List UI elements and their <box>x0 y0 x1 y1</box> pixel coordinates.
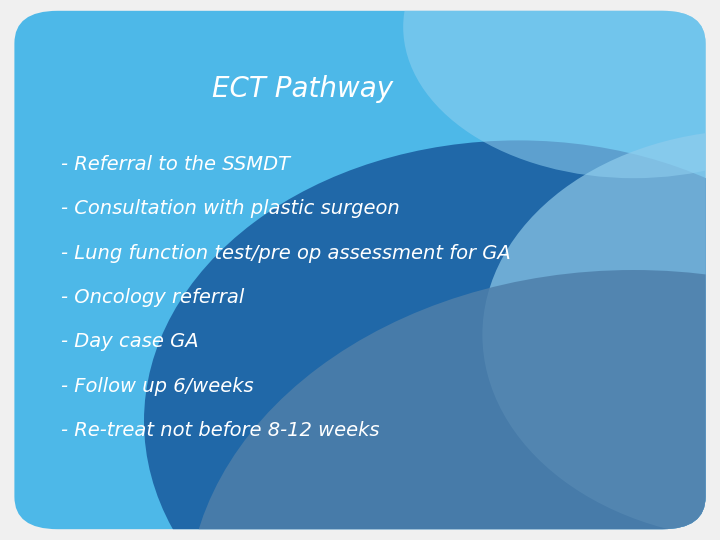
Text: - Consultation with plastic surgeon: - Consultation with plastic surgeon <box>61 199 400 219</box>
Text: - Re-treat not before 8-12 weeks: - Re-treat not before 8-12 weeks <box>61 421 379 440</box>
Text: - Oncology referral: - Oncology referral <box>61 288 245 307</box>
Text: - Referral to the SSMDT: - Referral to the SSMDT <box>61 155 290 174</box>
Ellipse shape <box>403 0 720 178</box>
Text: ECT Pathway: ECT Pathway <box>212 75 393 103</box>
FancyBboxPatch shape <box>14 11 706 529</box>
Circle shape <box>482 130 720 540</box>
Text: - Follow up 6/weeks: - Follow up 6/weeks <box>61 376 254 396</box>
Circle shape <box>144 140 720 540</box>
Circle shape <box>187 270 720 540</box>
Text: - Lung function test/pre op assessment for GA: - Lung function test/pre op assessment f… <box>61 244 511 263</box>
Text: - Day case GA: - Day case GA <box>61 332 199 352</box>
